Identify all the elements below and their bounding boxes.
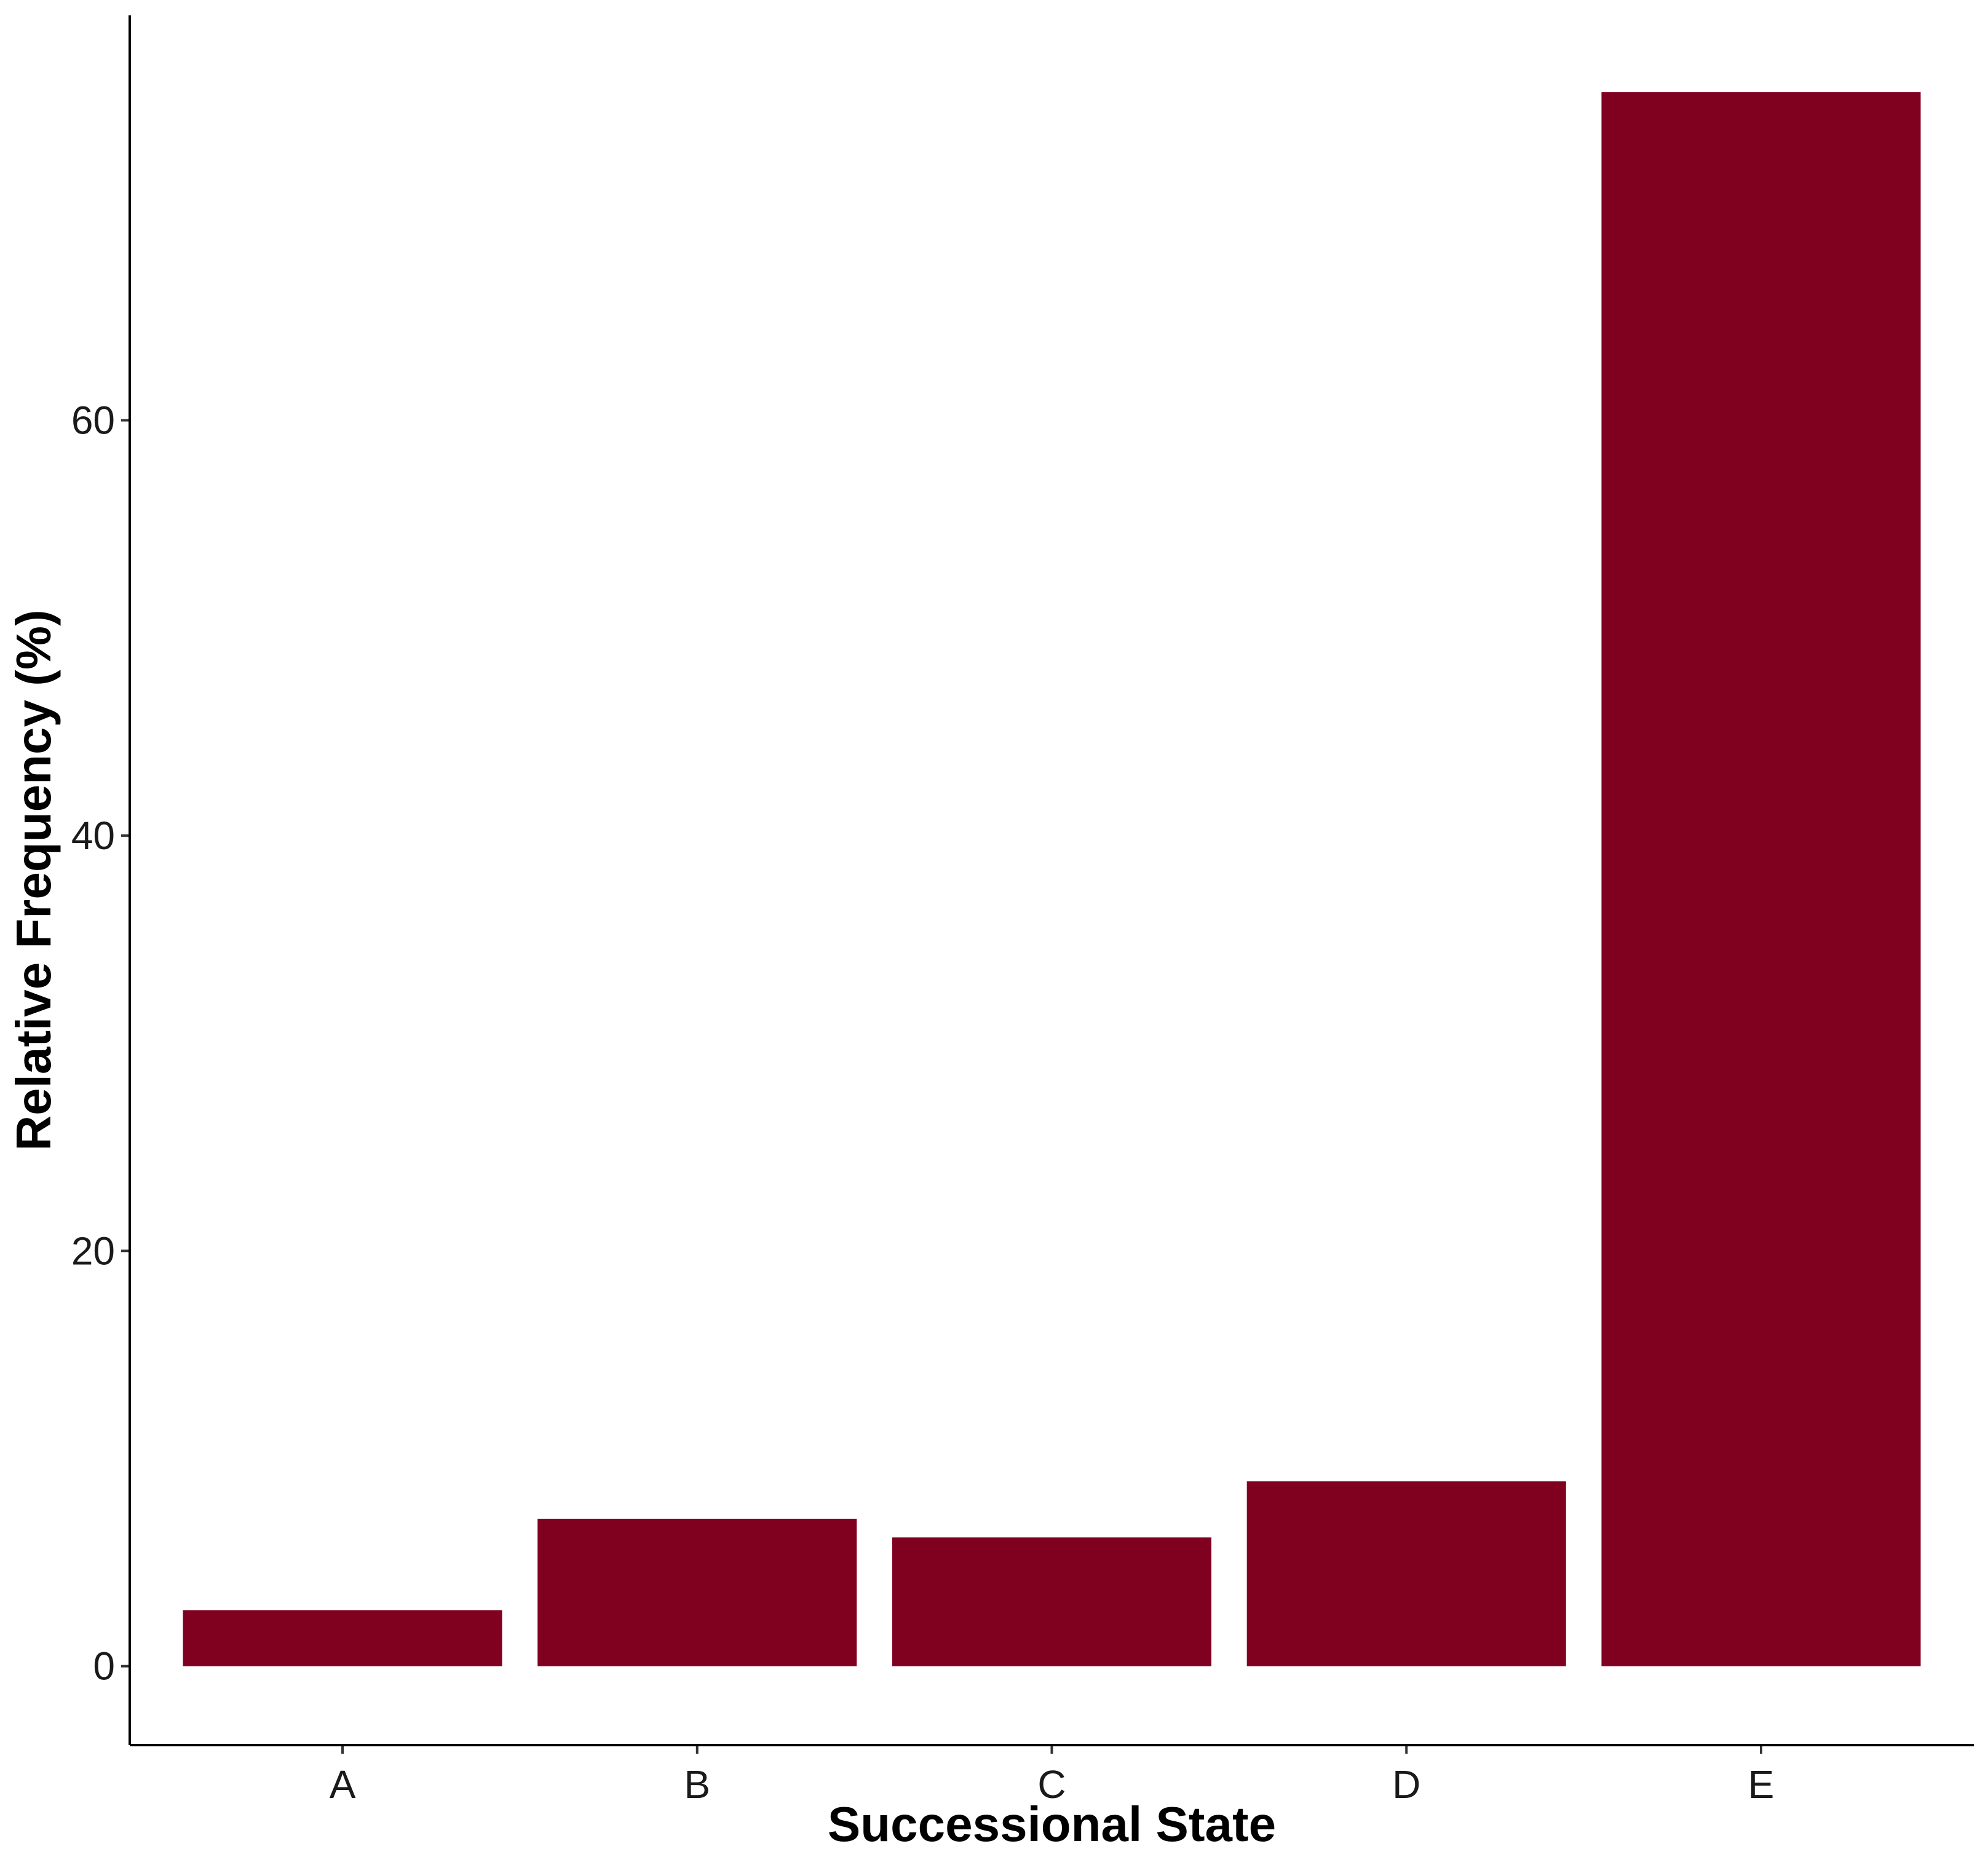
bar-e bbox=[1601, 92, 1921, 1666]
y-tick-label: 0 bbox=[93, 1644, 115, 1689]
y-tick-label: 20 bbox=[71, 1229, 115, 1273]
y-axis-ticks: 0 20 40 60 bbox=[71, 398, 130, 1689]
bar-a bbox=[183, 1610, 502, 1666]
bars-group bbox=[183, 92, 1921, 1666]
y-axis-title: Relative Frequency (%) bbox=[6, 609, 61, 1150]
y-tick-label: 60 bbox=[71, 398, 115, 443]
y-tick-label: 40 bbox=[71, 814, 115, 858]
x-tick-label: A bbox=[330, 1762, 356, 1807]
x-tick-label: B bbox=[684, 1762, 710, 1807]
bar-c bbox=[892, 1537, 1212, 1666]
x-axis-ticks: A B C D E bbox=[330, 1745, 1775, 1807]
bar-b bbox=[537, 1518, 857, 1666]
bar-d bbox=[1246, 1481, 1566, 1666]
x-tick-label: D bbox=[1392, 1762, 1420, 1807]
x-axis-title: Successional State bbox=[828, 1797, 1276, 1851]
x-tick-label: E bbox=[1748, 1762, 1775, 1807]
x-tick-label: C bbox=[1037, 1762, 1066, 1807]
